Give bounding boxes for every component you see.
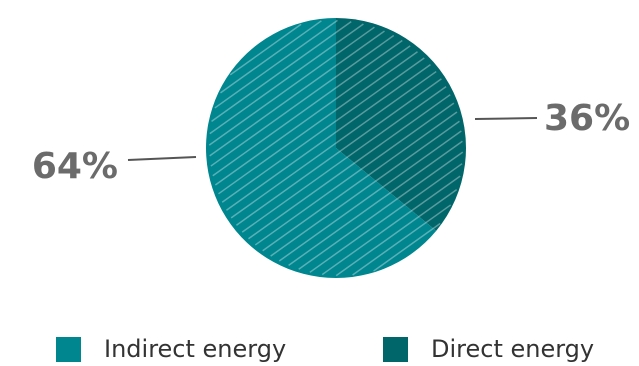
hatch-stroke bbox=[210, 34, 395, 167]
hatch-stroke bbox=[248, 94, 451, 240]
data-label-direct: 36% bbox=[544, 98, 630, 139]
hatch-stroke bbox=[352, 204, 452, 276]
hatch-stroke bbox=[230, 70, 437, 219]
hatch-stroke bbox=[212, 39, 403, 177]
pie-slices bbox=[205, 18, 466, 279]
hatch-stroke bbox=[298, 151, 464, 270]
legend-label-indirect: Indirect energy bbox=[104, 335, 287, 363]
legend-swatch-direct bbox=[383, 336, 408, 362]
hatch-stroke bbox=[288, 140, 463, 267]
hatch-stroke bbox=[229, 23, 302, 76]
hatch-stroke bbox=[209, 30, 385, 157]
hatch-stroke bbox=[241, 86, 447, 233]
leader-line-direct bbox=[474, 117, 538, 120]
legend-item-direct: Direct energy bbox=[383, 334, 594, 364]
hatch-stroke bbox=[214, 19, 338, 109]
hatch-stroke bbox=[278, 130, 462, 262]
hatch-stroke bbox=[262, 111, 458, 252]
legend-swatch-indirect bbox=[56, 336, 81, 362]
pie-slice-indirect bbox=[205, 18, 437, 279]
hatch-stroke bbox=[321, 175, 461, 276]
data-label-indirect: 64% bbox=[32, 146, 118, 187]
hatch-stroke bbox=[235, 78, 442, 226]
hatch-stroke bbox=[218, 51, 418, 195]
hatch-stroke bbox=[309, 163, 463, 273]
hatch-stroke bbox=[373, 222, 441, 272]
legend-label-direct: Direct energy bbox=[431, 335, 595, 363]
hatch-stroke bbox=[254, 102, 455, 246]
hatch-stroke bbox=[209, 23, 364, 135]
hatch-stroke bbox=[335, 189, 458, 277]
hatch-stroke bbox=[214, 45, 411, 186]
hatch-stroke bbox=[221, 57, 425, 203]
pie-slice-direct bbox=[336, 18, 466, 231]
pie-hatch-strokes bbox=[208, 19, 464, 277]
hatch-stroke bbox=[208, 26, 375, 146]
legend: Indirect energy Direct energy bbox=[0, 334, 639, 364]
hatch-stroke bbox=[211, 21, 352, 122]
legend-item-indirect: Indirect energy bbox=[56, 334, 286, 364]
hatch-stroke bbox=[270, 120, 460, 257]
hatch-stroke bbox=[225, 63, 431, 211]
leader-line-indirect bbox=[127, 156, 197, 161]
hatch-stroke bbox=[220, 20, 322, 94]
